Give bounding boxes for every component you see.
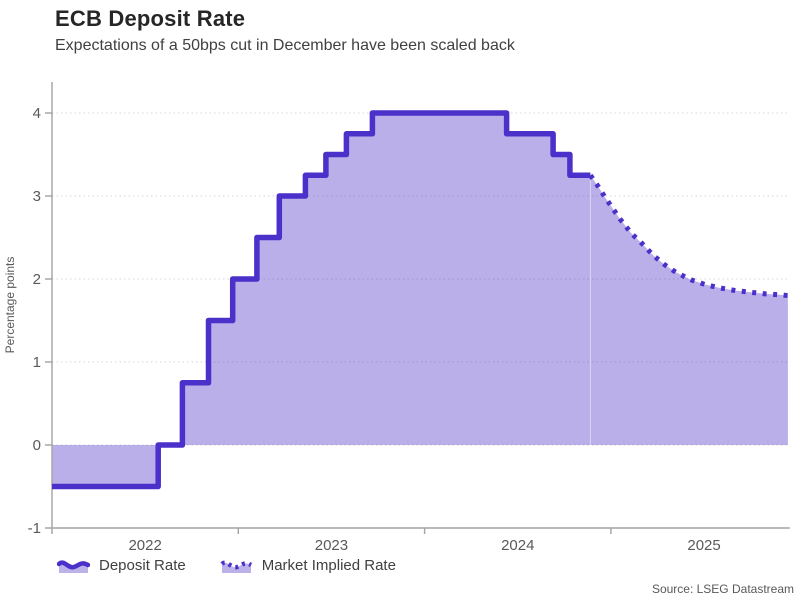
y-tick-label: 0	[33, 437, 41, 454]
legend-item-market-implied-rate: Market Implied Rate	[220, 557, 396, 574]
y-axis-title: Percentage points	[3, 257, 17, 354]
x-tick-label: 2024	[501, 537, 534, 554]
x-tick-label: 2025	[687, 537, 720, 554]
page-title: ECB Deposit Rate	[55, 6, 246, 31]
y-tick-label: -1	[28, 520, 41, 537]
legend-label-market-implied-rate: Market Implied Rate	[261, 557, 396, 574]
deposit-rate-area	[52, 113, 591, 487]
tick-labels: -1 0 1 2 3 4 2022 2023 2024 2025	[28, 105, 721, 554]
deposit-rate-line	[52, 110, 591, 490]
market-implied-rate-line	[588, 173, 789, 299]
market-implied-area	[590, 175, 788, 446]
y-tick-label: 4	[33, 105, 41, 122]
legend-label-deposit-rate: Deposit Rate	[99, 557, 186, 574]
axes	[45, 82, 790, 534]
legend-item-deposit-rate: Deposit Rate	[57, 557, 186, 574]
x-tick-label: 2023	[315, 537, 348, 554]
page-subtitle: Expectations of a 50bps cut in December …	[55, 37, 515, 54]
market-implied-rate-legend-icon	[220, 560, 252, 573]
source-credit: Source: LSEG Datastream	[651, 582, 794, 596]
y-tick-label: 3	[33, 188, 41, 205]
legend: Deposit Rate Market Implied Rate	[57, 557, 396, 574]
deposit-rate-legend-icon	[57, 560, 90, 573]
x-tick-label: 2022	[128, 537, 161, 554]
y-tick-label: 2	[33, 271, 41, 288]
y-tick-label: 1	[33, 354, 41, 371]
